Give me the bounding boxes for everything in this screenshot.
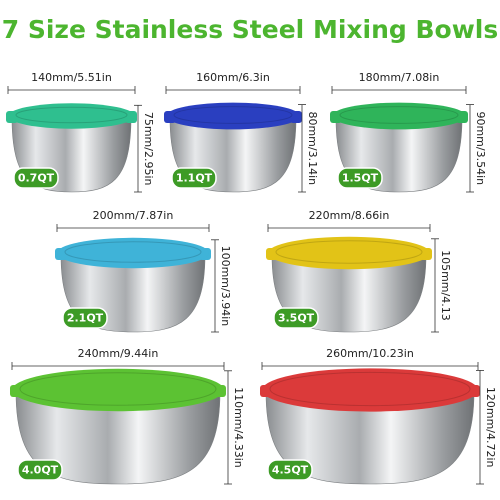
capacity-label: 3.5QT — [278, 312, 315, 325]
bowl-body — [265, 391, 475, 485]
capacity-label: 1.1QT — [176, 172, 213, 185]
capacity-label: 4.0QT — [22, 464, 59, 477]
capacity-badge — [17, 459, 63, 481]
width-label: 140mm/5.51in — [31, 71, 112, 84]
capacity-label: 0.7QT — [18, 172, 55, 185]
capacity-badge — [267, 459, 313, 481]
title: 7 Size Stainless Steel Mixing Bowls — [2, 15, 499, 44]
bowl — [10, 368, 226, 485]
bowl — [164, 102, 302, 193]
height-label: 80mm/3.14in — [306, 111, 319, 185]
height-label: 105mm/4.13 — [439, 250, 452, 321]
capacity-badge — [337, 167, 383, 189]
capacity-badge — [13, 167, 59, 189]
height-label: 110mm/4.33in — [232, 387, 245, 468]
lid-inner — [173, 106, 293, 124]
bowl — [330, 102, 468, 193]
width-label: 160mm/6.3in — [196, 71, 270, 84]
capacity-badge — [62, 307, 108, 329]
width-label: 240mm/9.44in — [78, 347, 159, 360]
width-label: 260mm/10.23in — [326, 347, 414, 360]
lid-inner — [15, 106, 128, 124]
bowl-body — [15, 391, 221, 485]
capacity-label: 2.1QT — [67, 312, 104, 325]
height-label: 100mm/3.94in — [219, 246, 232, 327]
capacity-badge — [171, 167, 217, 189]
height-label: 90mm/3.54in — [474, 111, 487, 185]
width-label: 180mm/7.08in — [359, 71, 440, 84]
lid-inner — [275, 240, 423, 264]
capacity-badge — [273, 307, 319, 329]
height-label: 75mm/2.95in — [142, 112, 155, 186]
width-label: 200mm/7.87in — [93, 209, 174, 222]
lid-inner — [339, 106, 459, 124]
capacity-label: 1.5QT — [342, 172, 379, 185]
height-label: 120mm/4.72in — [484, 387, 497, 468]
width-label: 220mm/8.66in — [309, 209, 390, 222]
lid-inner — [64, 241, 202, 263]
bowl — [260, 368, 480, 485]
capacity-label: 4.5QT — [272, 464, 309, 477]
lid-inner — [269, 371, 471, 407]
lid-inner — [19, 372, 217, 406]
